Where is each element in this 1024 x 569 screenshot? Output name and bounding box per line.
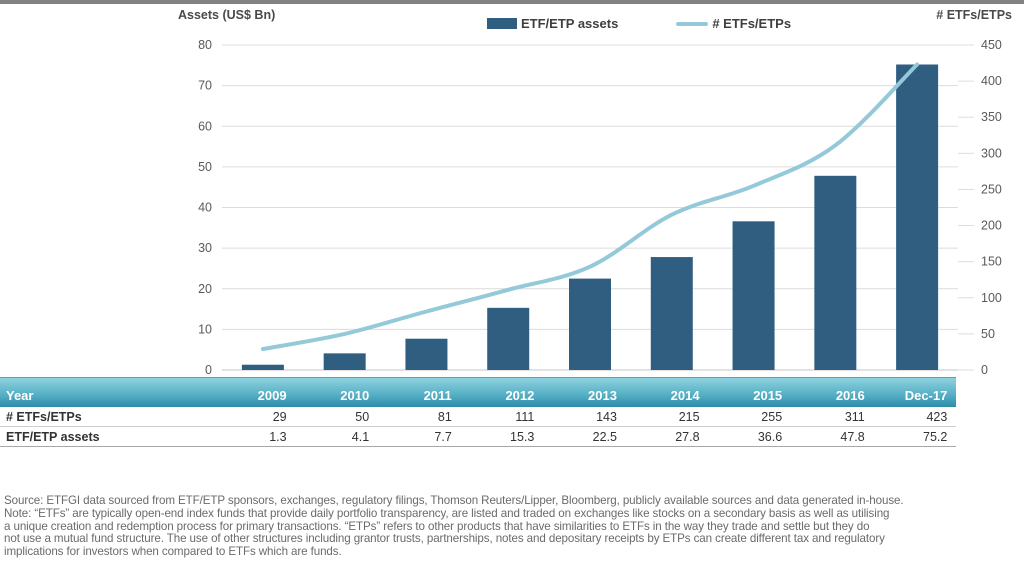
legend-item-assets: ETF/ETP assets: [487, 16, 618, 31]
right-axis-tick: 450: [981, 38, 1002, 52]
bar-2015: [732, 221, 775, 370]
table-row: ETF/ETP assets 1.3 4.1 7.7 15.3 22.5 27.8 36.6 4…: [0, 427, 956, 447]
bar-Dec-17: [896, 64, 939, 370]
right-axis-tick: 100: [981, 291, 1002, 305]
table-row: Year 2009 2010 2011 2012 2013 2014 2015 2016 Dec-…: [0, 377, 956, 407]
table-cell-col8: 423: [926, 409, 948, 424]
right-axis-tick: 350: [981, 110, 1002, 124]
left-axis-tick: 70: [198, 79, 212, 93]
table-cell-col3: 2012: [505, 388, 535, 403]
table-cell-col0: 2009: [257, 388, 287, 403]
legend-label-count: # ETFs/ETPs: [712, 16, 792, 31]
table-row: # ETFs/ETPs 29 50 81 111 143 215 255 311 423: [0, 407, 956, 427]
bar-2011: [405, 338, 448, 370]
left-axis-tick: 10: [198, 322, 212, 336]
table-cell-col3: 15.3: [510, 429, 535, 444]
right-axis-title: # ETFs/ETPs: [936, 8, 1012, 22]
table-cell-col3: 111: [515, 409, 535, 424]
right-axis-tick: 400: [981, 74, 1002, 88]
left-axis-title: Assets (US$ Bn): [178, 8, 276, 22]
legend-label-assets: ETF/ETP assets: [521, 16, 619, 31]
table-cell-col8: Dec-17: [904, 388, 948, 403]
right-axis-tick: 50: [981, 327, 995, 341]
table-row-label-count: # ETFs/ETPs: [6, 409, 82, 424]
footnote-line-4: not use a mutual fund structure. The use…: [4, 532, 885, 546]
right-axis-tick: 300: [981, 146, 1002, 160]
left-axis-tick: 50: [198, 160, 212, 174]
left-axis-tick: 80: [198, 38, 212, 52]
footnote-line-2: Note: “ETFs” are typically open-end inde…: [4, 506, 890, 520]
bar-2016: [814, 175, 857, 370]
footnote: Source: ETFGI data sourced from ETF/ETP …: [4, 494, 1018, 559]
table-cell-col2: 81: [437, 409, 452, 424]
table-cell-col4: 143: [596, 409, 617, 424]
table-cell-col2: 2011: [423, 388, 452, 403]
data-table: Year 2009 2010 2011 2012 2013 2014 2015 2016 Dec-…: [0, 377, 956, 447]
table-cell-col5: 2014: [670, 388, 700, 403]
right-axis-tick: 150: [981, 255, 1002, 269]
footnote-line-5: implications for investors when compared…: [4, 545, 342, 559]
footnote-line-1: Source: ETFGI data sourced from ETF/ETP …: [4, 494, 904, 507]
bar-2014: [650, 257, 693, 370]
right-axis-tick: 250: [981, 182, 1002, 196]
footnote-line-3: a unique creation and redemption process…: [4, 519, 870, 533]
table-cell-col4: 2013: [588, 388, 617, 403]
table-cell-col6: 36.6: [757, 429, 783, 444]
etf-count-trend-line: [260, 62, 920, 352]
table-cell-col5: 27.8: [675, 429, 700, 444]
table-cell-col8: 75.2: [923, 429, 948, 444]
legend-line-swatch-icon: [676, 21, 709, 26]
left-axis-tick: 0: [205, 363, 212, 377]
table-cell-col0: 29: [272, 409, 287, 424]
table-cell-col7: 47.8: [840, 429, 865, 444]
combo-chart: 0 10 20 30 40 50 60 70 80 0 50 100 150 200 250 300 350 40…: [198, 38, 1002, 377]
table-cell-col0: 1.3: [269, 429, 287, 444]
table-cell-col2: 7.7: [434, 429, 452, 444]
left-axis-tick: 40: [198, 201, 212, 215]
bar-2013: [569, 278, 611, 370]
left-axis-tick: 30: [198, 241, 212, 255]
chart-legend: ETF/ETP assets # ETFs/ETPs: [487, 16, 791, 31]
table-cell-col1: 4.1: [351, 429, 370, 444]
table-cell-col5: 215: [678, 409, 700, 424]
left-axis-tick: 20: [198, 282, 212, 296]
top-border: [0, 0, 1024, 4]
bar-2009: [241, 364, 284, 370]
table-cell-col7: 2016: [835, 388, 865, 403]
table-header-year-label: Year: [6, 388, 34, 403]
table-cell-col4: 22.5: [592, 429, 617, 444]
table-cell-col1: 2010: [340, 388, 370, 403]
right-axis-tick: 0: [981, 363, 988, 377]
table-cell-col6: 255: [761, 409, 783, 424]
left-axis-tick: 60: [198, 119, 212, 133]
table-cell-col7: 311: [844, 409, 865, 424]
table-row-label-assets: ETF/ETP assets: [6, 429, 100, 444]
table-cell-col1: 50: [355, 409, 370, 424]
table-cell-col6: 2015: [753, 388, 783, 403]
legend-item-count: # ETFs/ETPs: [676, 16, 791, 31]
right-axis-tick: 200: [981, 219, 1002, 233]
legend-bar-swatch-icon: [487, 18, 517, 29]
bar-2010: [323, 353, 366, 370]
bar-2012: [487, 307, 530, 370]
